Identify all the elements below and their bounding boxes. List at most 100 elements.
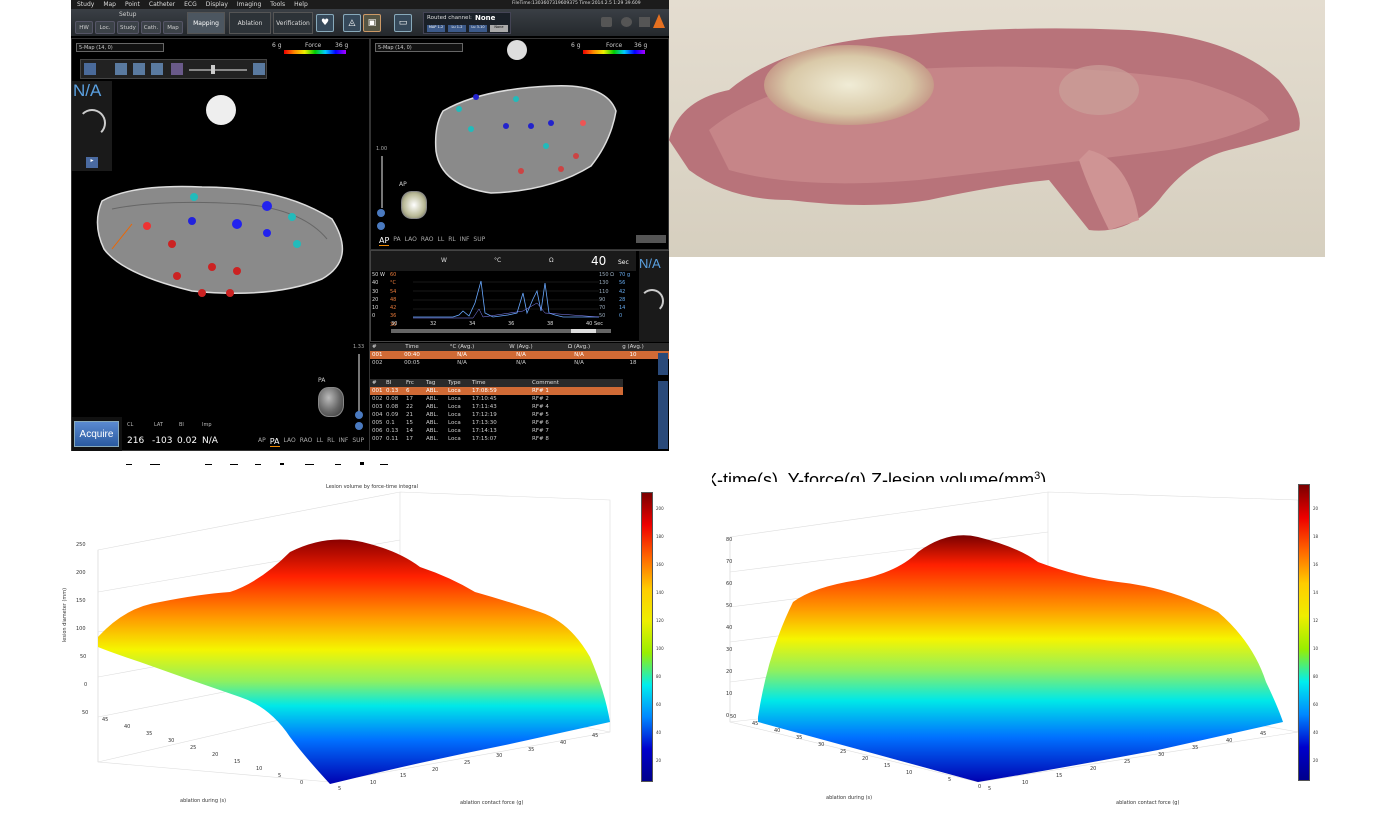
table-row[interactable]: 004 0.09 21 ABL. Loca 17:12:19 RF# 5 xyxy=(370,411,623,419)
routed-chip[interactable]: MAP 1-2 xyxy=(427,25,445,32)
speaker-icon[interactable] xyxy=(621,17,632,27)
view-rao[interactable]: RAO xyxy=(420,236,434,243)
view-icon[interactable] xyxy=(84,63,96,75)
view-rl[interactable]: RL xyxy=(448,236,456,243)
view-ap[interactable]: AP xyxy=(258,437,266,444)
menu-help[interactable]: Help xyxy=(294,1,308,8)
heart-view-icon[interactable]: ♥ xyxy=(316,14,334,32)
view-sup[interactable]: SUP xyxy=(473,236,486,243)
hw-button[interactable]: HW xyxy=(75,21,93,34)
routed-chip[interactable]: Lu 1-2 xyxy=(448,25,466,32)
clip-icon[interactable] xyxy=(171,63,183,75)
snapshot-icon[interactable] xyxy=(253,63,265,75)
menu-display[interactable]: Display xyxy=(205,1,228,8)
orientation-heart-icon[interactable] xyxy=(318,387,344,417)
na-indicator: N/A xyxy=(639,256,661,271)
warning-icon[interactable] xyxy=(653,14,665,28)
expand-icon[interactable]: ▸ xyxy=(86,157,98,168)
menu-point[interactable]: Point xyxy=(125,1,140,8)
view-pa[interactable]: PA xyxy=(269,437,280,447)
ablation-timeline-scrollbar[interactable] xyxy=(391,329,611,333)
table-scrollbar[interactable] xyxy=(658,353,668,375)
light-source-indicator[interactable] xyxy=(206,95,236,125)
table-cell: 004 xyxy=(372,412,383,418)
zoom-in-icon[interactable] xyxy=(377,209,385,217)
imp-tick: 70 xyxy=(599,305,606,312)
map-button[interactable]: Map xyxy=(163,21,183,34)
table-cell: 0.08 xyxy=(386,396,399,402)
readout-area: CL LAT BI Imp 216 -103 0.02 N/A xyxy=(127,419,227,451)
acquire-button[interactable]: Acquire xyxy=(74,421,119,447)
main-toolbar: Setup HW Loc. Study Cath. Map Mapping Ab… xyxy=(71,9,669,37)
left-anatomy-map[interactable] xyxy=(92,179,352,309)
transparency-slider[interactable] xyxy=(189,69,247,71)
view-ap[interactable]: AP xyxy=(379,236,390,246)
zoom-scale-label: 1.33 xyxy=(353,344,365,350)
view-rl[interactable]: RL xyxy=(327,437,335,444)
zoom-out-icon[interactable] xyxy=(355,422,363,430)
zoom-slider[interactable] xyxy=(358,354,360,412)
study-button[interactable]: Study xyxy=(117,21,139,34)
table-cell: 17:08:59 xyxy=(472,388,497,394)
patient-face-icon[interactable] xyxy=(507,40,527,60)
force-min-label: 6 g xyxy=(571,42,581,49)
zoom-icon[interactable] xyxy=(151,63,163,75)
view-sup[interactable]: SUP xyxy=(352,437,365,444)
menu-tools[interactable]: Tools xyxy=(270,1,286,8)
panel-collapse-button[interactable] xyxy=(636,235,666,243)
anatomy-icon[interactable]: ◬ xyxy=(343,14,361,32)
image-icon[interactable]: ▣ xyxy=(363,14,381,32)
menu-imaging[interactable]: Imaging xyxy=(236,1,262,8)
camera-icon[interactable] xyxy=(601,17,612,27)
view-ll[interactable]: LL xyxy=(437,236,445,243)
table-row[interactable]: 007 0.11 17 ABL. Loca 17:15:07 RF# 8 xyxy=(370,435,623,443)
menu-ecg[interactable]: ECG xyxy=(184,1,197,8)
right-view-bar: AP PA LAO RAO LL RL INF SUP xyxy=(379,236,485,246)
menu-catheter[interactable]: Catheter xyxy=(148,1,176,8)
table-row[interactable]: 002 0.08 17 ABL. Loca 17:10:45 RF# 2 xyxy=(370,395,623,403)
map-selector[interactable]: 5-Map (14, 0) xyxy=(76,43,164,52)
power-header: W xyxy=(441,257,447,264)
menu-map[interactable]: Map xyxy=(103,1,116,8)
table-row[interactable]: 006 0.13 14 ABL. Loca 17:14:13 RF# 7 xyxy=(370,427,623,435)
routed-chip[interactable]: Lu 3-10 xyxy=(469,25,487,32)
zoom-slider[interactable] xyxy=(381,156,383,208)
right-map-panel: 5-Map (14, 0) 6 g Force 36 g AP 1.00 AP … xyxy=(370,38,669,250)
monitor-icon[interactable]: ▭ xyxy=(394,14,412,32)
loc-button[interactable]: Loc. xyxy=(95,21,115,34)
table-cell: Loca xyxy=(448,412,461,418)
map-selector[interactable]: 5-Map (14, 0) xyxy=(375,43,463,52)
view-inf[interactable]: INF xyxy=(459,236,470,243)
orientation-heart-icon[interactable] xyxy=(401,191,427,219)
timeline-thumb[interactable] xyxy=(571,329,596,333)
zoom-in-icon[interactable] xyxy=(355,411,363,419)
view-rao[interactable]: RAO xyxy=(299,437,313,444)
points-scrollbar[interactable] xyxy=(658,381,668,449)
table-row[interactable]: 002 00:05 N/A N/A N/A 18 xyxy=(372,360,637,366)
menu-study[interactable]: Study xyxy=(77,1,95,8)
x-tick: 38 xyxy=(547,321,554,327)
table-row[interactable]: 005 0.1 15 ABL. Loca 17:13:30 RF# 6 xyxy=(370,419,623,427)
tab-ablation[interactable]: Ablation xyxy=(229,12,271,34)
cath-button[interactable]: Cath. xyxy=(141,21,161,34)
zoom-out-icon[interactable] xyxy=(377,222,385,230)
table-row[interactable]: 003 0.08 22 ABL. Loca 17:11:43 RF# 4 xyxy=(370,403,623,411)
table-row[interactable]: 001 0.13 6 ABL. Loca 17:08:59 RF# 1 xyxy=(370,387,623,395)
view-lao[interactable]: LAO xyxy=(283,437,296,444)
force-label: Force xyxy=(305,42,322,49)
slider-thumb[interactable] xyxy=(211,65,215,74)
view-inf[interactable]: INF xyxy=(338,437,349,444)
tab-verification[interactable]: Verification xyxy=(273,12,313,34)
settings-icon[interactable] xyxy=(639,17,650,27)
force-tick: 14 xyxy=(619,305,626,312)
x-tick: 32 xyxy=(430,321,437,327)
rotate-icon[interactable] xyxy=(115,63,127,75)
pan-icon[interactable] xyxy=(133,63,145,75)
routed-chip[interactable]: None xyxy=(490,25,508,32)
view-ll[interactable]: LL xyxy=(316,437,324,444)
tab-mapping[interactable]: Mapping xyxy=(187,12,225,34)
right-anatomy-map[interactable] xyxy=(431,81,631,201)
view-pa[interactable]: PA xyxy=(393,236,401,243)
view-lao[interactable]: LAO xyxy=(404,236,417,243)
table-row[interactable]: 001 00:40 N/A N/A N/A 10 xyxy=(370,351,669,359)
